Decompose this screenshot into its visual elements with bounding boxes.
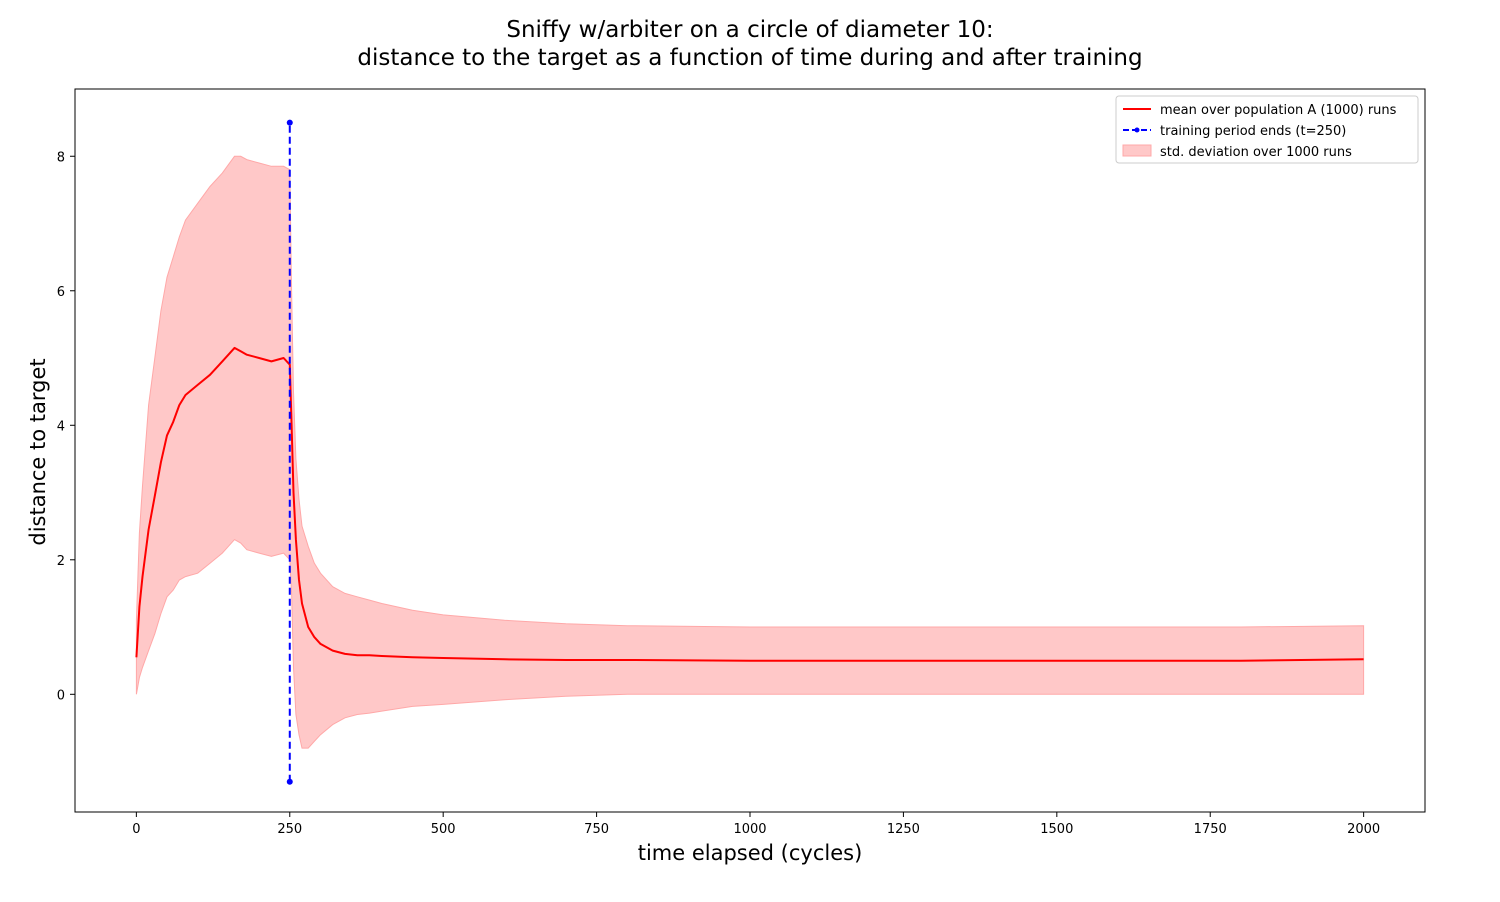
x-tick-label: 0 <box>132 822 140 837</box>
mean-line-layer <box>135 346 1364 662</box>
legend-box <box>1115 95 1419 164</box>
mean-line <box>135 346 1364 662</box>
chart-title-line2: distance to the target as a function of … <box>357 45 1142 71</box>
x-axis-ticks: 0 250 500 750 1000 1250 1500 1750 2000 <box>132 812 1380 837</box>
training-line-layer <box>286 119 293 785</box>
y-tick-label: 4 <box>57 419 65 434</box>
y-axis-label: distance to target <box>26 358 50 545</box>
legend-band-label: std. deviation over 1000 runs <box>1160 145 1352 160</box>
plot-area <box>74 88 1426 813</box>
x-tick-label: 1250 <box>887 822 920 837</box>
y-tick-label: 0 <box>57 688 65 703</box>
training-end-marker <box>286 778 293 785</box>
y-tick-label: 2 <box>57 554 65 569</box>
x-tick-label: 500 <box>431 822 456 837</box>
legend-band-swatch <box>1122 144 1152 157</box>
y-tick-label: 8 <box>57 150 65 165</box>
x-tick-label: 750 <box>584 822 609 837</box>
x-tick-label: 1500 <box>1040 822 1073 837</box>
legend-mean-label: mean over population A (1000) runs <box>1160 103 1397 118</box>
training-end-marker <box>286 119 293 126</box>
std-band-layer <box>135 155 1365 749</box>
x-tick-label: 250 <box>277 822 302 837</box>
x-tick-label: 1000 <box>733 822 766 837</box>
legend-training-label: training period ends (t=250) <box>1160 124 1346 139</box>
chart-title-line1: Sniffy w/arbiter on a circle of diameter… <box>506 17 993 43</box>
legend-training-marker <box>1134 127 1140 133</box>
std-deviation-band <box>135 155 1365 749</box>
legend: mean over population A (1000) runs train… <box>1115 95 1419 164</box>
x-tick-label: 2000 <box>1347 822 1380 837</box>
x-axis-label: time elapsed (cycles) <box>638 841 863 865</box>
x-tick-label: 1750 <box>1194 822 1227 837</box>
y-tick-label: 6 <box>57 285 65 300</box>
y-axis-ticks: 0 2 4 6 8 <box>57 150 75 703</box>
